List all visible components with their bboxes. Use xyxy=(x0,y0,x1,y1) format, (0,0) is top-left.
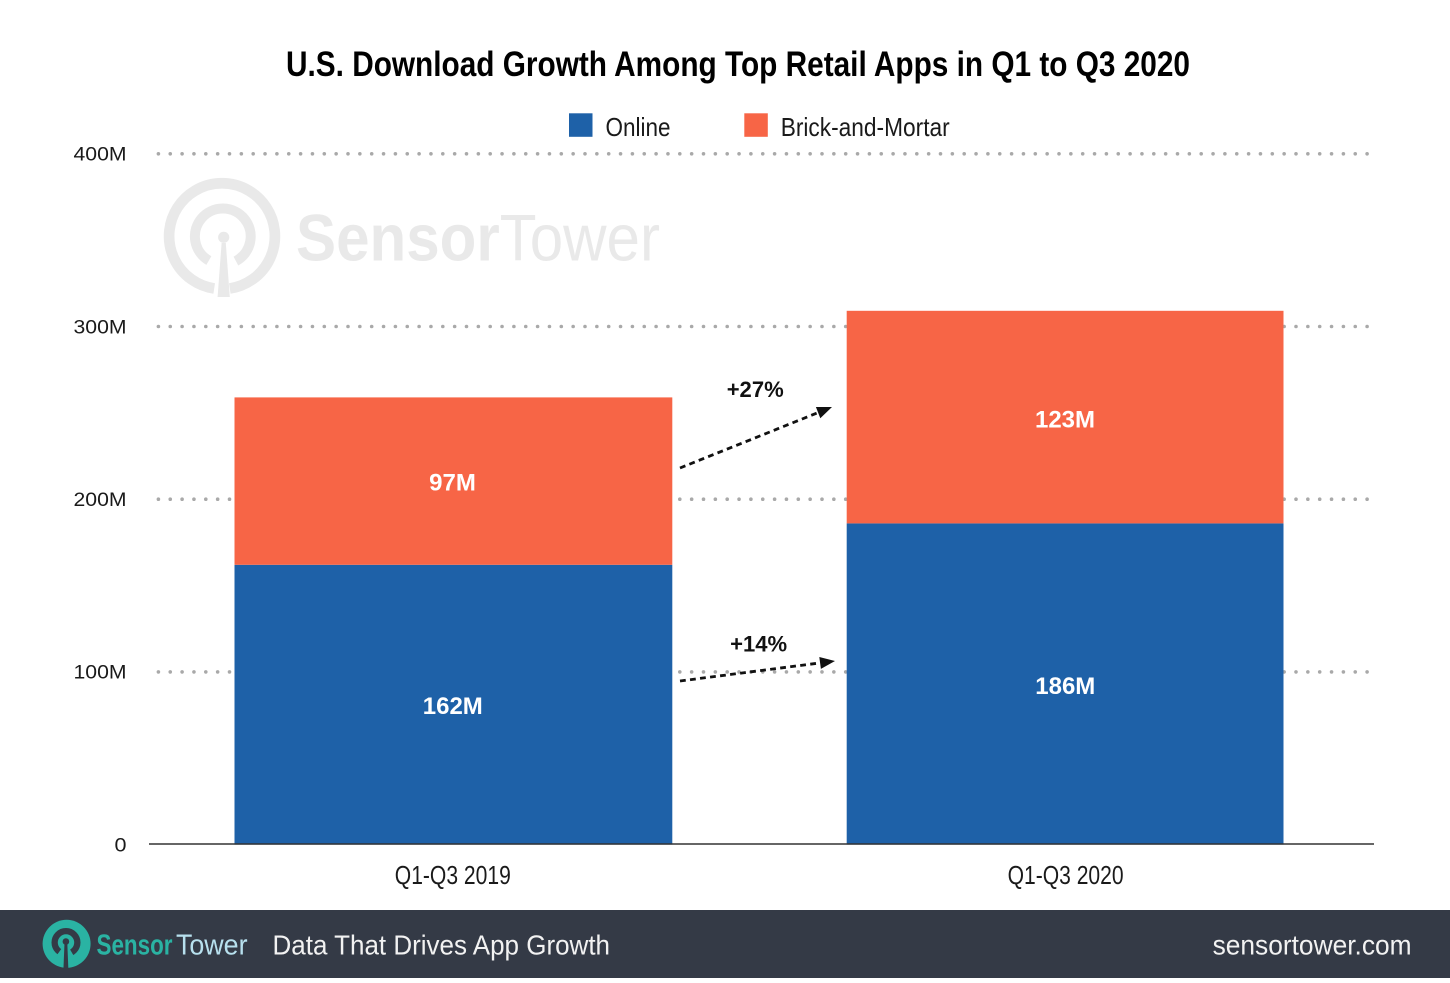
svg-text:Brick-and-Mortar: Brick-and-Mortar xyxy=(781,112,950,142)
svg-text:U.S. Download Growth Among Top: U.S. Download Growth Among Top Retail Ap… xyxy=(286,45,1190,84)
svg-text:+27%: +27% xyxy=(727,377,784,402)
svg-text:Q1-Q3 2020: Q1-Q3 2020 xyxy=(1008,860,1124,890)
svg-text:400M: 400M xyxy=(74,145,127,166)
svg-text:186M: 186M xyxy=(1035,673,1095,700)
svg-text:sensortower.com: sensortower.com xyxy=(1213,929,1412,960)
svg-text:97M: 97M xyxy=(429,469,476,496)
svg-text:Sensor: Sensor xyxy=(97,930,173,962)
svg-text:0: 0 xyxy=(115,835,127,856)
svg-text:200M: 200M xyxy=(74,490,127,511)
svg-text:162M: 162M xyxy=(423,693,483,720)
svg-text:Q1-Q3 2019: Q1-Q3 2019 xyxy=(395,860,511,890)
svg-text:123M: 123M xyxy=(1035,406,1095,433)
svg-text:Online: Online xyxy=(606,112,671,142)
svg-text:+14%: +14% xyxy=(730,632,787,657)
svg-text:100M: 100M xyxy=(74,663,127,684)
svg-text:Data That Drives App Growth: Data That Drives App Growth xyxy=(273,929,611,960)
svg-text:Tower: Tower xyxy=(176,930,248,962)
svg-text:300M: 300M xyxy=(74,317,127,338)
svg-text:SensorTower: SensorTower xyxy=(296,201,660,275)
